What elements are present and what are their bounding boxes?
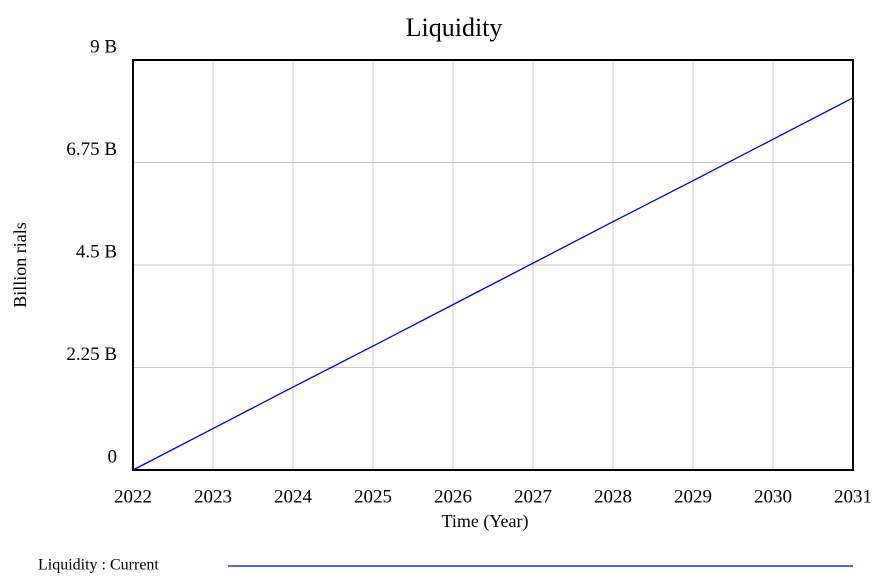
legend-label: Liquidity : Current bbox=[38, 557, 159, 574]
x-tick-label: 2026 bbox=[434, 486, 472, 507]
chart: Liquidity Time (Year) Billion rials 0 2.2… bbox=[0, 0, 877, 578]
x-axis-label: Time (Year) bbox=[441, 511, 528, 532]
x-tick-label: 2029 bbox=[674, 486, 712, 507]
x-tick-label: 2023 bbox=[194, 486, 232, 507]
y-axis-label: Billion rials bbox=[10, 222, 30, 308]
x-tick-label: 2024 bbox=[274, 486, 313, 507]
page: Liquidity Time (Year) Billion rials 0 2.2… bbox=[0, 0, 877, 578]
y-tick-label: 2.25 B bbox=[66, 344, 117, 365]
x-tick-label: 2025 bbox=[354, 486, 392, 507]
chart-title: Liquidity bbox=[406, 13, 503, 42]
y-tick-label: 4.5 B bbox=[76, 241, 117, 262]
x-tick-label: 2031 bbox=[834, 486, 872, 507]
y-tick-label: 6.75 B bbox=[66, 139, 117, 160]
x-tick-label: 2027 bbox=[514, 486, 552, 507]
y-tick-label: 0 bbox=[108, 446, 118, 467]
x-tick-label: 2022 bbox=[114, 486, 152, 507]
data-line bbox=[133, 98, 853, 470]
x-tick-label: 2028 bbox=[594, 486, 632, 507]
x-tick-label: 2030 bbox=[754, 486, 792, 507]
y-tick-label: 9 B bbox=[90, 36, 117, 57]
